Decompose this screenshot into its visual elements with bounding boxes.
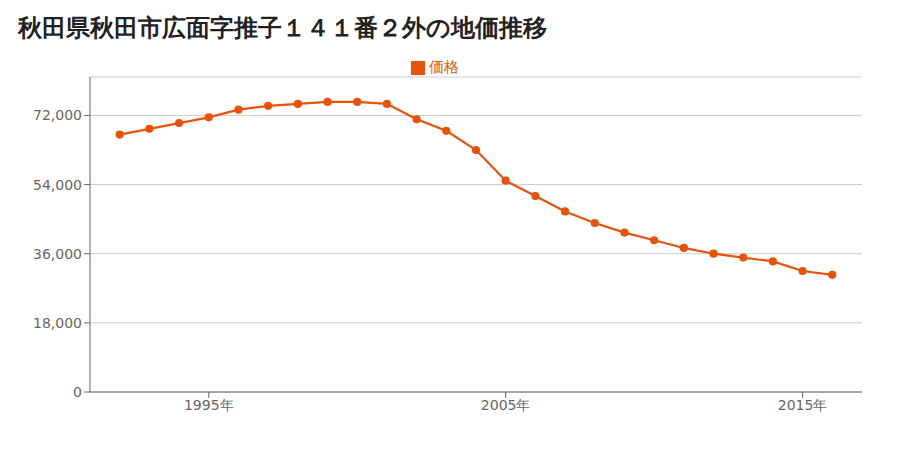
html-text:価格: 価格	[429, 58, 459, 76]
svg-text:72,000: 72,000	[33, 107, 82, 123]
svg-text:2005年: 2005年	[481, 397, 531, 413]
svg-text:1995年: 1995年	[184, 397, 234, 413]
svg-text:36,000: 36,000	[33, 246, 82, 262]
svg-text:18,000: 18,000	[33, 315, 82, 331]
html-text:秋田県秋田市広面字推子１４１番２外の地価推移: 秋田県秋田市広面字推子１４１番２外の地価推移	[18, 14, 547, 42]
svg-text:0: 0	[73, 384, 82, 400]
svg-text:2015年: 2015年	[778, 397, 828, 413]
svg-text:54,000: 54,000	[33, 177, 82, 193]
